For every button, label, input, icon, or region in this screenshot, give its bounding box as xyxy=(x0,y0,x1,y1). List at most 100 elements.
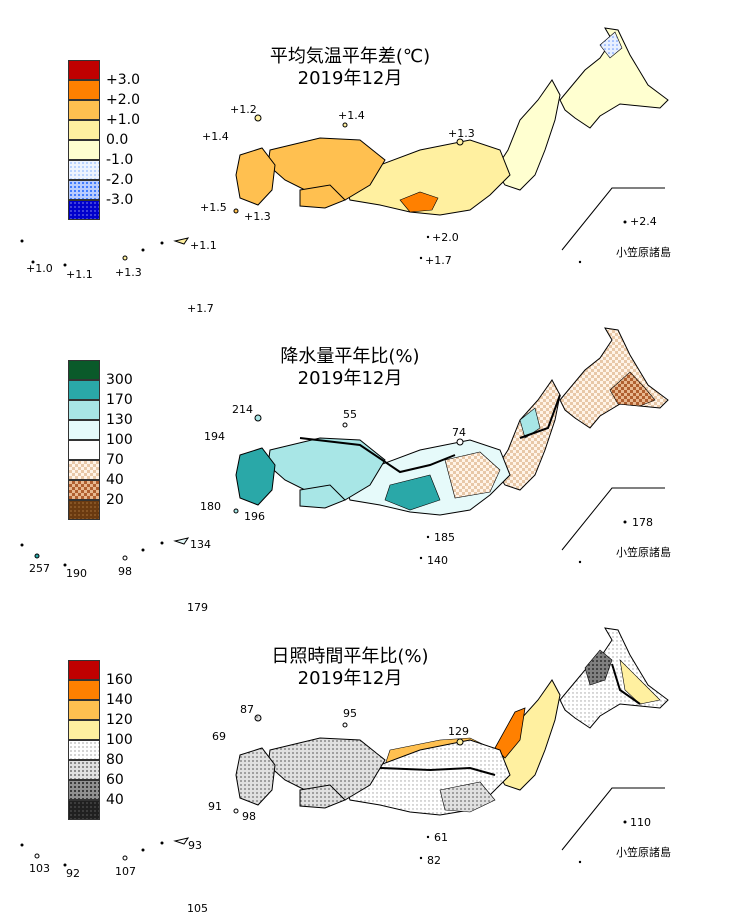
station-value: 107 xyxy=(115,865,136,878)
station-value: +1.3 xyxy=(244,210,271,223)
western-honshu-region xyxy=(267,137,386,201)
station-value: 103 xyxy=(29,862,50,875)
legend-label: 170 xyxy=(106,392,133,408)
station-value: 178 xyxy=(632,516,653,529)
kyushu-region xyxy=(235,147,276,206)
station-value: +1.0 xyxy=(26,262,53,275)
ogasawara-inset-frame xyxy=(561,187,665,251)
central-honshu-region xyxy=(344,139,511,216)
station-value: 257 xyxy=(29,562,50,575)
ogasawara-inset-frame xyxy=(561,787,665,851)
legend-label: -2.0 xyxy=(106,172,134,188)
station-value: 129 xyxy=(448,725,469,738)
ogasawara-inset-frame xyxy=(561,487,665,551)
station-value: 134 xyxy=(190,538,211,551)
station-value: +1.1 xyxy=(66,268,93,281)
station-value: +1.3 xyxy=(115,266,142,279)
station-value: 110 xyxy=(630,816,651,829)
station-value: +2.0 xyxy=(432,231,459,244)
station-value: +2.4 xyxy=(630,215,657,228)
legend-label: +2.0 xyxy=(106,92,140,108)
temperature-title-text: 平均気温平年差(℃) xyxy=(269,46,431,67)
tohoku-region xyxy=(494,679,561,791)
legend-swatch xyxy=(68,380,100,400)
western-honshu-region xyxy=(267,737,386,801)
precipitation-map-title: 降水量平年比(%) 2019年12月 xyxy=(230,346,470,390)
legend-label: -3.0 xyxy=(106,192,134,208)
legend-swatch xyxy=(68,200,100,220)
station-value: +1.7 xyxy=(187,302,214,315)
legend-swatch xyxy=(68,680,100,700)
legend-label: 140 xyxy=(106,692,133,708)
temperature-map-title: 平均気温平年差(℃) 2019年12月 xyxy=(230,46,470,90)
legend-swatch xyxy=(68,80,100,100)
station-value: 194 xyxy=(204,430,225,443)
station-value: 74 xyxy=(452,426,466,439)
station-value: +1.4 xyxy=(202,130,229,143)
shikoku-region xyxy=(299,484,346,509)
station-value: 82 xyxy=(427,854,441,867)
precipitation-title-text: 降水量平年比(%) xyxy=(280,346,420,367)
station-value: 105 xyxy=(187,902,208,915)
legend-label: +3.0 xyxy=(106,72,140,88)
legend-label: 40 xyxy=(106,792,124,808)
sunshine-map-graphic xyxy=(20,627,669,867)
legend-label: 160 xyxy=(106,672,133,688)
station-value: 95 xyxy=(343,707,357,720)
legend-label: 20 xyxy=(106,492,124,508)
temperature-map-graphic xyxy=(20,27,669,267)
legend-label: 70 xyxy=(106,452,124,468)
legend-swatch xyxy=(68,60,100,80)
tohoku-region xyxy=(494,79,561,191)
legend-swatch xyxy=(68,720,100,740)
sunshine-title-month: 2019年12月 xyxy=(297,668,403,689)
legend-swatch xyxy=(68,140,100,160)
precipitation-title-month: 2019年12月 xyxy=(297,368,403,389)
sunshine-map-title: 日照時間平年比(%) 2019年12月 xyxy=(230,646,470,690)
legend-swatch xyxy=(68,800,100,820)
legend-label: +1.0 xyxy=(106,112,140,128)
station-value: +1.2 xyxy=(230,103,257,116)
station-value: 180 xyxy=(200,500,221,513)
station-value: +1.1 xyxy=(190,239,217,252)
legend-swatch xyxy=(68,460,100,480)
legend-swatch xyxy=(68,400,100,420)
temperature-anomaly-map-panel: 平均気温平年差(℃) 2019年12月 +3.0 +2.0 +1.0 0.0 -… xyxy=(0,0,750,315)
ogasawara-label: 小笠原諸島 xyxy=(616,846,671,859)
legend-swatch xyxy=(68,120,100,140)
legend-swatch xyxy=(68,360,100,380)
hokkaido-region xyxy=(559,627,669,729)
shikoku-region xyxy=(299,184,346,209)
legend-swatch xyxy=(68,660,100,680)
sunshine-ratio-map-panel: 日照時間平年比(%) 2019年12月 160 140 120 100 80 6… xyxy=(0,600,750,915)
temperature-title-month: 2019年12月 xyxy=(297,68,403,89)
legend-swatch xyxy=(68,440,100,460)
kyushu-region xyxy=(235,447,276,506)
ogasawara-label: 小笠原諸島 xyxy=(616,546,671,559)
sunshine-title-text: 日照時間平年比(%) xyxy=(271,646,429,667)
legend-swatch xyxy=(68,760,100,780)
legend-swatch xyxy=(68,180,100,200)
legend-swatch xyxy=(68,780,100,800)
legend-swatch xyxy=(68,100,100,120)
station-value: 185 xyxy=(434,531,455,544)
station-value: 196 xyxy=(244,510,265,523)
legend-swatch xyxy=(68,500,100,520)
station-value: 91 xyxy=(208,800,222,813)
station-value: 92 xyxy=(66,867,80,880)
station-value: +1.3 xyxy=(448,127,475,140)
kyushu-region xyxy=(235,747,276,806)
shikoku-region xyxy=(299,784,346,809)
ogasawara-label: 小笠原諸島 xyxy=(616,246,671,259)
legend-label: -1.0 xyxy=(106,152,134,168)
legend-label: 300 xyxy=(106,372,133,388)
station-value: 190 xyxy=(66,567,87,580)
hokkaido-region xyxy=(559,327,669,429)
station-value: +1.7 xyxy=(425,254,452,267)
station-value: 179 xyxy=(187,601,208,614)
legend-swatch xyxy=(68,420,100,440)
legend-label: 100 xyxy=(106,432,133,448)
legend-label: 40 xyxy=(106,472,124,488)
station-value: +1.4 xyxy=(338,109,365,122)
station-value: 69 xyxy=(212,730,226,743)
